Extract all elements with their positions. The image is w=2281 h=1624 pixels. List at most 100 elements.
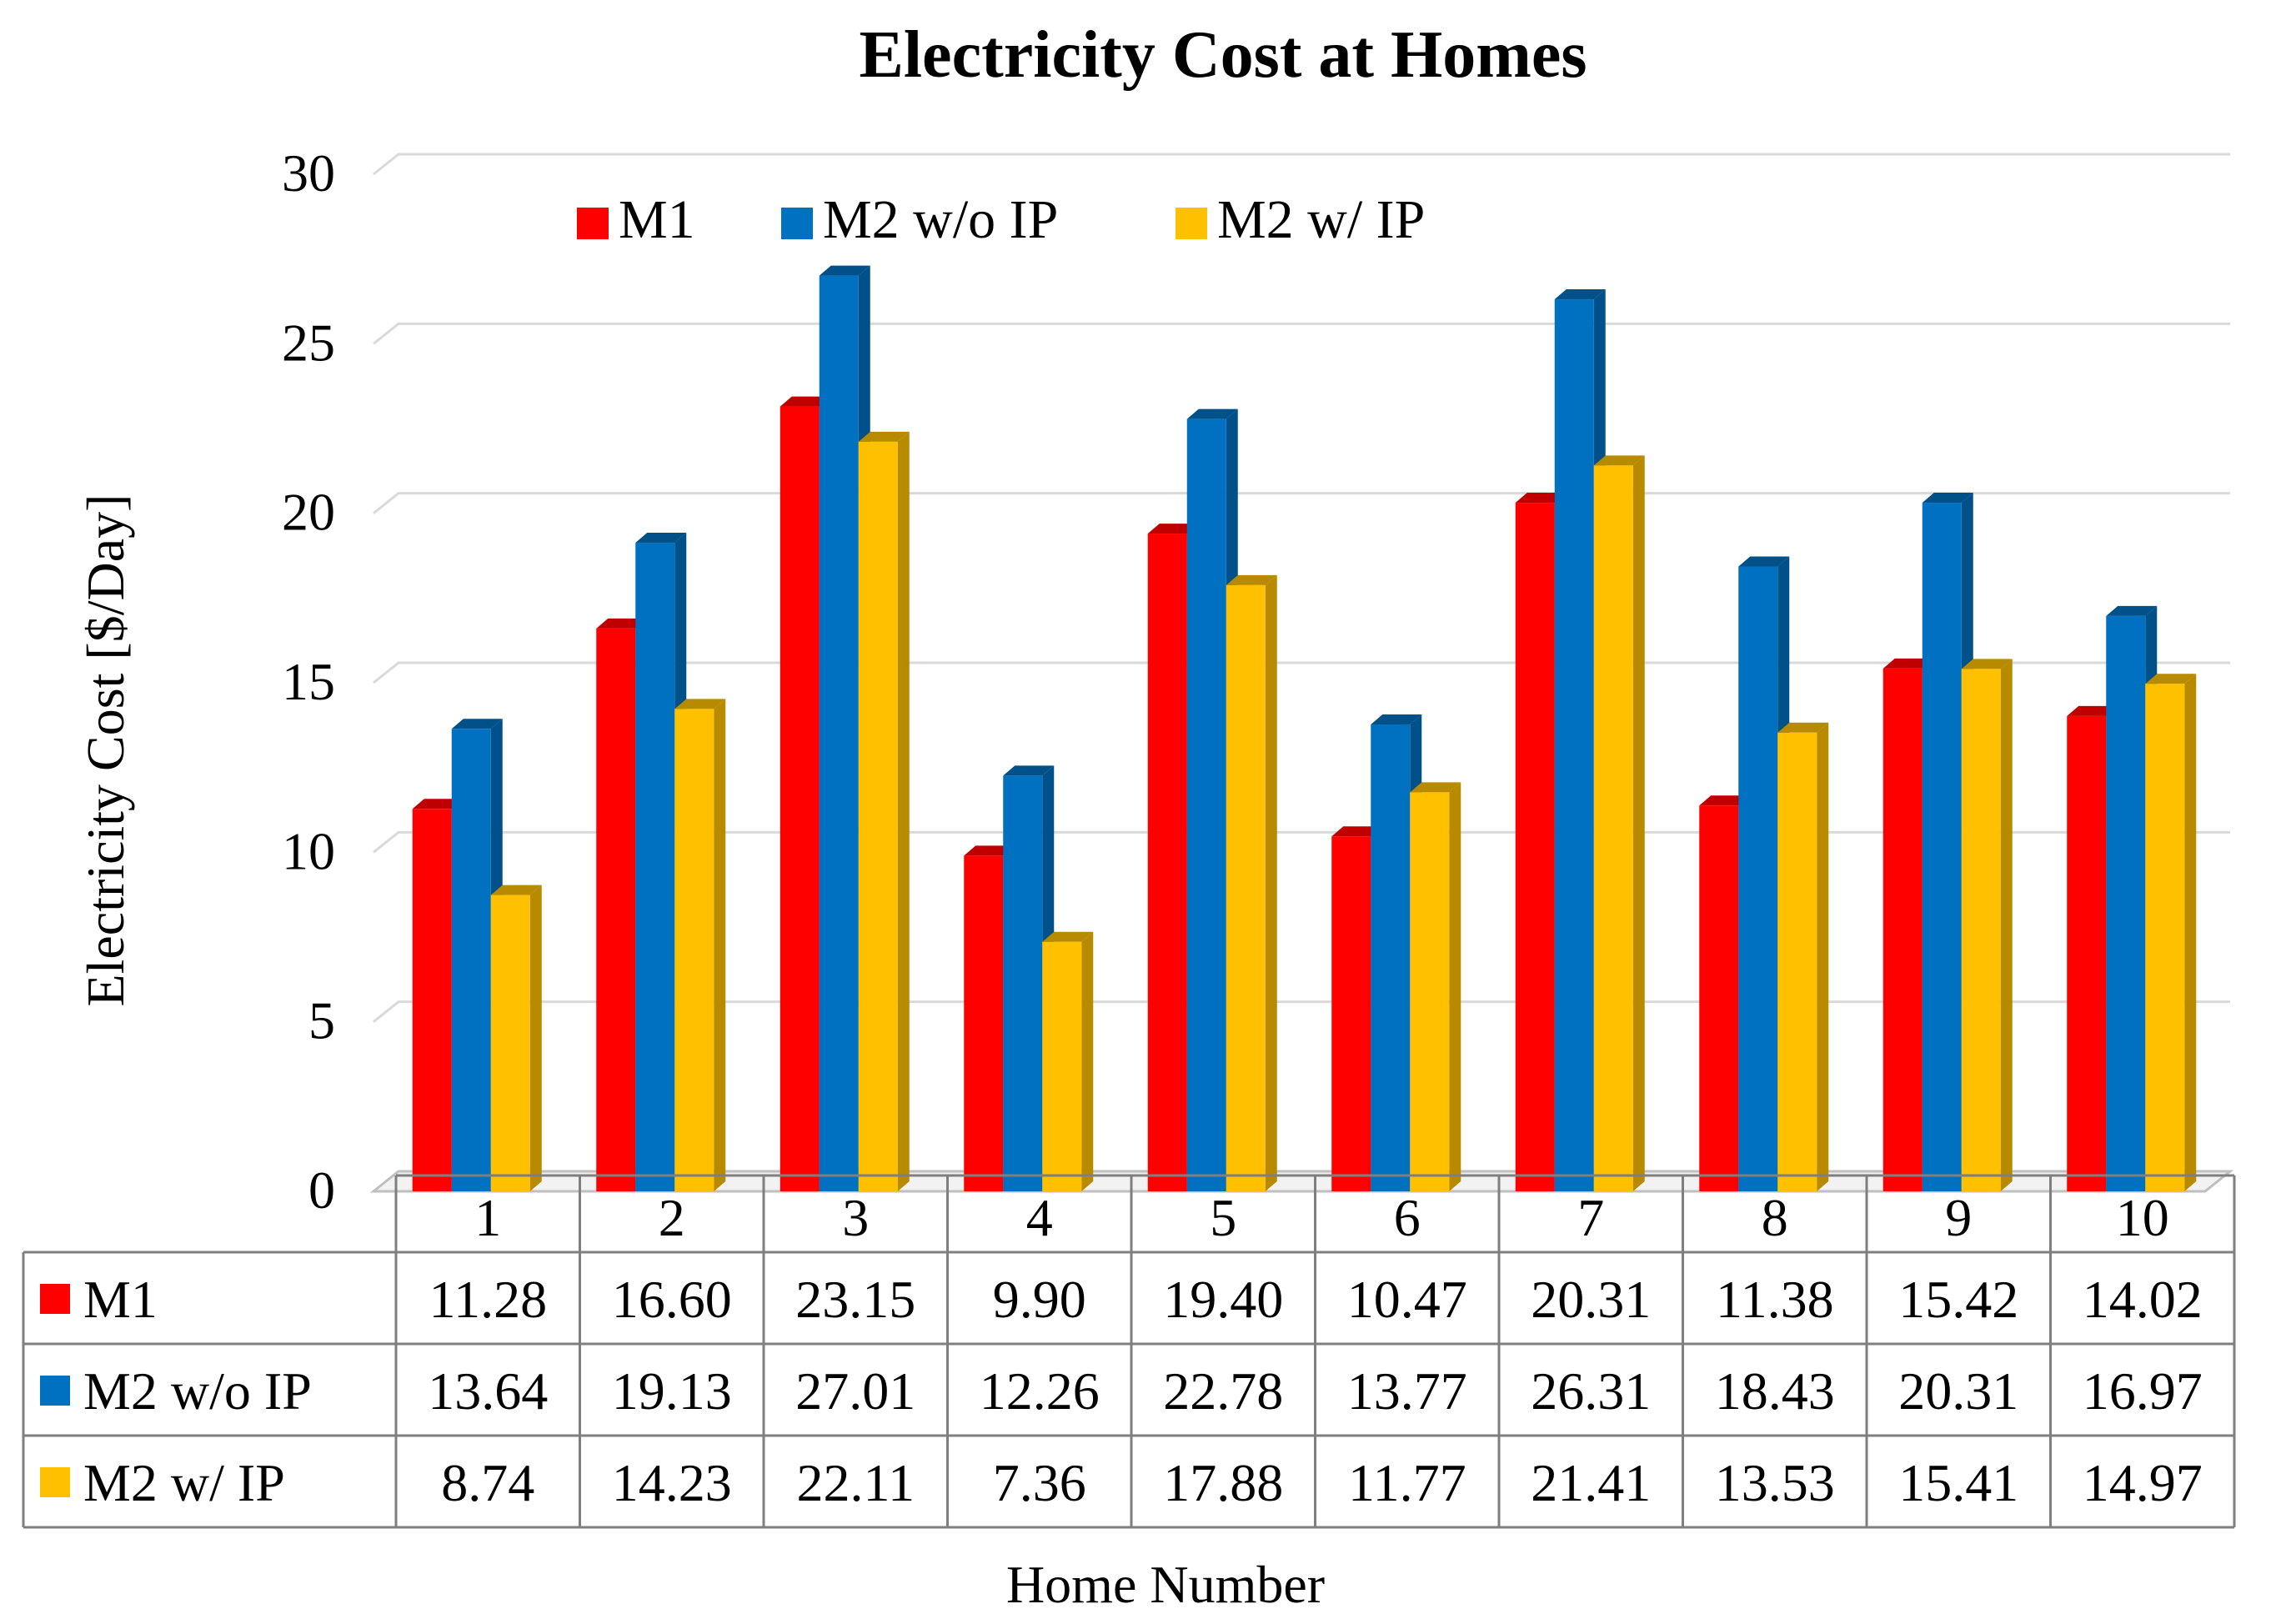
- bar-top: [1371, 714, 1422, 725]
- data-label: 20.31: [1531, 1270, 1651, 1329]
- bar: [2145, 674, 2197, 1191]
- bar-front: [2067, 715, 2107, 1191]
- bar: [1777, 722, 1829, 1191]
- bar-top: [858, 431, 910, 442]
- y-tick-label: 25: [282, 313, 335, 372]
- bar-top: [780, 396, 831, 407]
- y-axis-ticks: 0 5 10 15 20 25 30: [282, 143, 335, 1220]
- bar-top: [964, 845, 1015, 856]
- data-label: 15.42: [1898, 1270, 2018, 1329]
- gridline: [373, 153, 2230, 176]
- gridline: [373, 322, 2230, 345]
- y-tick-label: 20: [282, 483, 335, 542]
- x-axis-label: Home Number: [1006, 1555, 1325, 1614]
- bar-front: [1593, 465, 1633, 1191]
- bar: [1593, 455, 1645, 1191]
- bar-top: [1003, 765, 1055, 776]
- x-tick-label: 8: [1762, 1188, 1788, 1247]
- bar-side: [529, 885, 542, 1191]
- table-row: M2 w/ IP 8.74 14.23 22.11 7.36 17.88 11.77 21.4…: [40, 1453, 2203, 1512]
- bar-top: [1922, 493, 1973, 504]
- legend-label: M2 w/o IP: [823, 189, 1058, 250]
- bar: [1961, 659, 2013, 1191]
- bar-top: [451, 719, 503, 729]
- bar-side: [714, 699, 726, 1191]
- data-label: 23.15: [795, 1270, 915, 1329]
- bar: [1738, 556, 1790, 1191]
- legend-swatch: [781, 208, 813, 239]
- bar-side: [1817, 722, 1829, 1191]
- legend-swatch: [1176, 208, 1207, 239]
- bar-top: [1410, 782, 1461, 793]
- bar-top: [2145, 674, 2197, 684]
- bar-front: [674, 709, 714, 1191]
- bar-front: [2145, 684, 2185, 1191]
- x-tick-label: 9: [1945, 1188, 1972, 1247]
- bar-top: [1699, 795, 1751, 806]
- x-tick-label: 7: [1577, 1188, 1604, 1247]
- y-tick-label: 15: [282, 652, 335, 711]
- bar-top: [490, 885, 542, 895]
- legend: M1 M2 w/o IP M2 w/ IP: [577, 189, 1425, 250]
- bar-side: [1081, 931, 1094, 1191]
- x-tick-label: 6: [1394, 1188, 1421, 1247]
- x-tick-label: 4: [1026, 1188, 1053, 1247]
- data-label: 19.40: [1163, 1270, 1283, 1329]
- table-row-label: M1: [83, 1270, 158, 1329]
- y-axis-label: Electricity Cost [$/Day]: [76, 494, 135, 1007]
- bar-top: [635, 533, 687, 544]
- data-label: 12.26: [980, 1361, 1100, 1421]
- x-tick-label: 5: [1210, 1188, 1236, 1247]
- data-label: 13.64: [428, 1361, 548, 1421]
- x-tick-label: 3: [842, 1188, 869, 1247]
- bar-front: [1003, 775, 1043, 1191]
- legend-item: M1: [577, 189, 695, 250]
- legend-label: M1: [619, 189, 695, 250]
- legend-item: M2 w/o IP: [781, 189, 1058, 250]
- data-label: 16.97: [2083, 1361, 2203, 1421]
- data-label: 19.13: [612, 1361, 732, 1421]
- bar-front: [1961, 669, 2001, 1191]
- data-label: 26.31: [1531, 1361, 1651, 1421]
- bar-front: [1042, 941, 1082, 1191]
- bar-top: [1042, 931, 1094, 942]
- bar-top: [1882, 658, 1934, 669]
- data-label: 18.43: [1715, 1361, 1835, 1421]
- data-label: 17.88: [1163, 1453, 1283, 1512]
- bar-top: [674, 699, 726, 709]
- table-row: M1 11.28 16.60 23.15 9.90 19.40 10.47 20.31 11.3…: [40, 1270, 2203, 1329]
- legend-item: M2 w/ IP: [1176, 189, 1425, 250]
- bar-top: [2106, 605, 2158, 616]
- table-row-swatch: [40, 1467, 70, 1497]
- table-row-label: M2 w/o IP: [83, 1361, 312, 1421]
- data-label: 13.77: [1347, 1361, 1467, 1421]
- data-label: 22.78: [1163, 1361, 1283, 1421]
- bar-front: [451, 729, 491, 1191]
- bar-front: [596, 628, 636, 1191]
- bar-front: [1410, 792, 1450, 1191]
- chart-title: Electricity Cost at Homes: [859, 18, 1587, 92]
- bar-front: [1147, 534, 1187, 1191]
- table-row: M2 w/o IP 13.64 19.13 27.01 12.26 22.78 13.77 2…: [40, 1361, 2203, 1421]
- bar-front: [1922, 503, 1962, 1191]
- bar-top: [2067, 705, 2118, 716]
- bar-front: [412, 809, 452, 1191]
- y-tick-label: 5: [308, 991, 335, 1050]
- data-label: 11.77: [1348, 1453, 1466, 1512]
- bar-top: [819, 265, 870, 276]
- x-tick-label: 10: [2116, 1188, 2169, 1247]
- bar: [490, 885, 542, 1191]
- bar-front: [1777, 732, 1817, 1191]
- data-label: 13.53: [1715, 1453, 1835, 1512]
- bar: [1410, 782, 1461, 1191]
- data-label: 10.47: [1347, 1270, 1467, 1329]
- bar-side: [1449, 782, 1461, 1191]
- bar: [858, 431, 910, 1191]
- bar-front: [1226, 584, 1266, 1191]
- bar-front: [1554, 299, 1594, 1191]
- table-row-swatch: [40, 1376, 70, 1406]
- bar-top: [596, 618, 648, 629]
- data-label: 27.01: [795, 1361, 915, 1421]
- data-label: 14.23: [612, 1453, 732, 1512]
